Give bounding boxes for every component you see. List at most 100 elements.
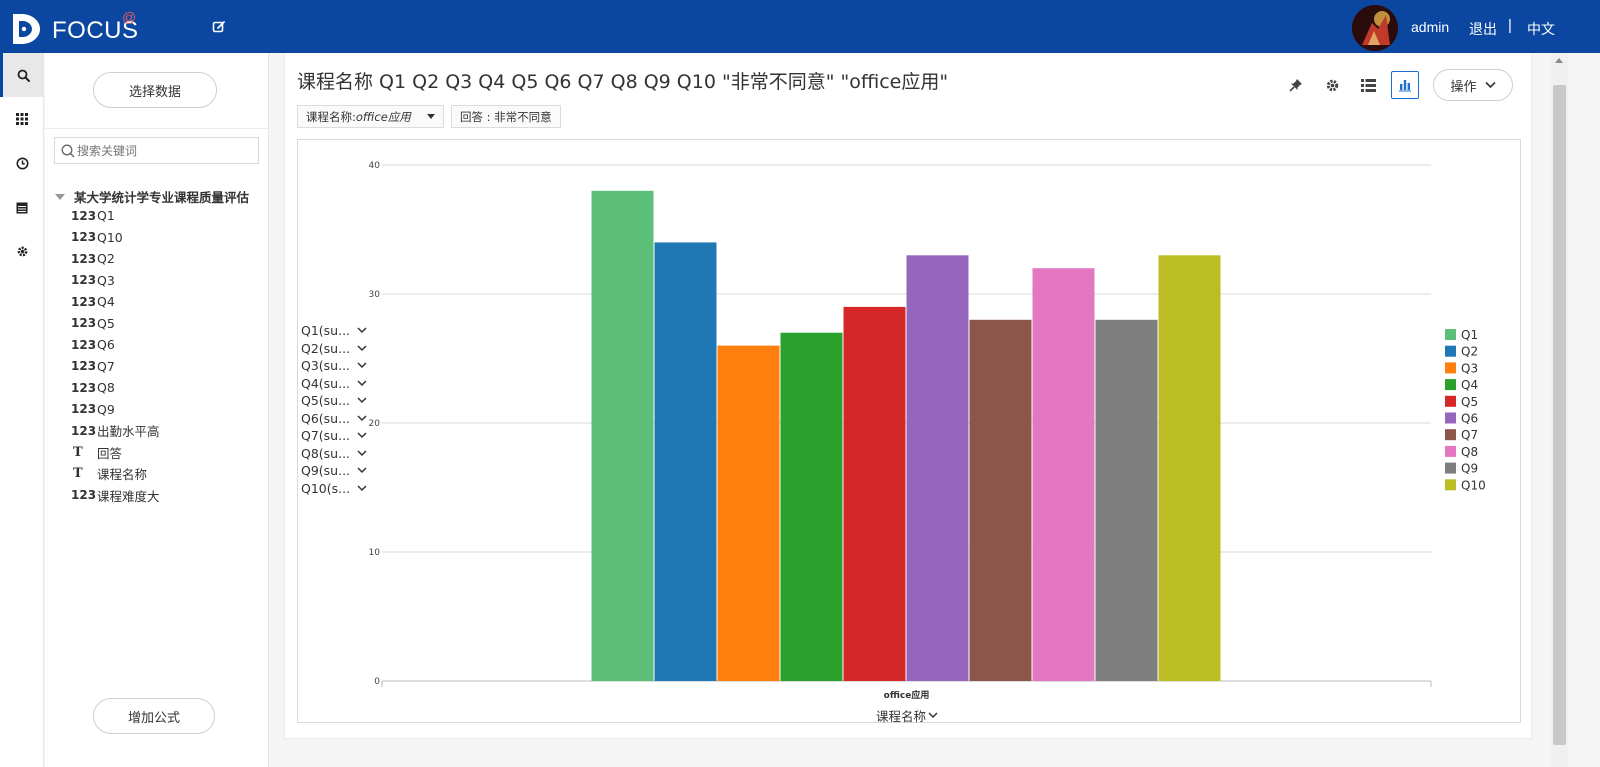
measure-item[interactable]: Q9(su... [301,462,373,480]
bar-q6[interactable] [906,255,969,682]
bar-q9[interactable] [1095,319,1158,681]
legend-label: Q8 [1461,445,1478,459]
field-item[interactable]: 123 Q2 [71,248,261,270]
operations-dropdown[interactable]: 操作 [1433,69,1513,101]
measure-item[interactable]: Q2(su... [301,340,373,358]
bar-q5[interactable] [843,306,906,681]
measure-item[interactable]: Q5(su... [301,392,373,410]
measure-list: Q1(su... Q2(su... Q3(su... Q4(su... Q5(s… [301,322,373,497]
measure-item[interactable]: Q1(su... [301,322,373,340]
bar-q2[interactable] [654,242,717,681]
scroll-up-arrow-icon[interactable] [1555,58,1563,63]
caret-down-icon[interactable] [426,114,435,119]
field-item[interactable]: 123 Q6 [71,334,261,356]
focus-logo[interactable]: FOCUS @ [10,8,150,48]
legend-label: Q10 [1461,478,1486,492]
field-name: Q1 [97,208,115,224]
field-item[interactable]: 123 Q7 [71,356,261,378]
field-type: 123 [71,251,97,266]
field-item[interactable]: T 回答 [71,442,261,464]
rail-calendar[interactable] [0,185,44,229]
chevron-down-icon[interactable] [357,345,367,352]
pin-button[interactable] [1286,75,1306,95]
field-name: Q10 [97,229,123,245]
chevron-down-icon[interactable] [357,450,367,457]
legend-label: Q4 [1461,378,1478,392]
field-item[interactable]: T 课程名称 [71,463,261,485]
field-item[interactable]: 123 Q8 [71,377,261,399]
rail-history[interactable] [0,141,44,185]
measure-label: Q10(s... [301,480,351,496]
chevron-down-icon[interactable] [357,380,367,387]
bar-q3[interactable] [717,345,780,681]
bar-q4[interactable] [780,332,843,681]
measure-item[interactable]: Q3(su... [301,357,373,375]
rail-search[interactable] [0,53,44,97]
table-view-button[interactable] [1358,75,1378,95]
search-input[interactable] [77,142,255,160]
field-item[interactable]: 123 Q3 [71,270,261,292]
main-content: 课程名称 Q1 Q2 Q3 Q4 Q5 Q6 Q7 Q8 Q9 Q10 "非常不… [284,53,1532,739]
avatar[interactable] [1352,5,1398,51]
field-type: 123 [71,273,97,288]
caret-down-icon[interactable] [55,193,65,200]
x-tick-label: office应用 [884,689,930,701]
x-axis-title[interactable]: 课程名称 [876,706,938,725]
chevron-down-icon[interactable] [357,397,367,404]
field-type: 123 [71,208,97,223]
search-box[interactable] [54,137,259,164]
logout-link[interactable]: 退出 [1469,21,1497,37]
measure-item[interactable]: Q4(su... [301,375,373,393]
course-filter[interactable]: 课程名称: office应用 [297,105,444,128]
answer-filter[interactable]: 回答 : 非常不同意 [451,105,561,128]
chevron-down-icon[interactable] [357,467,367,474]
chevron-down-icon[interactable] [357,485,367,492]
language-link[interactable]: 中文 [1527,21,1555,37]
field-name: 课程难度大 [97,488,160,504]
measure-label: Q7(su... [301,428,351,444]
dataset-node[interactable]: 某大学统计学专业课程质量评估 [55,187,249,206]
measure-item[interactable]: Q8(su... [301,445,373,463]
chevron-down-icon[interactable] [357,432,367,439]
chevron-down-icon[interactable] [357,415,367,422]
legend-swatch [1445,362,1456,374]
bar-q1[interactable] [591,190,654,682]
legend-label: Q7 [1461,428,1478,442]
bar-q10[interactable] [1158,255,1221,682]
text-type-icon: T [73,466,83,482]
measure-label: Q1(su... [301,323,351,339]
bar-chart-icon [1399,80,1411,92]
field-item[interactable]: 123 Q4 [71,291,261,313]
settings-button[interactable] [1322,75,1342,95]
clock-icon [16,157,28,169]
field-name: Q9 [97,401,115,417]
page-title: 课程名称 Q1 Q2 Q3 Q4 Q5 Q6 Q7 Q8 Q9 Q10 "非常不… [297,71,949,93]
field-item[interactable]: 123 课程难度大 [71,485,261,507]
measure-item[interactable]: Q6(su... [301,410,373,428]
search-icon [17,69,30,82]
chevron-down-icon[interactable] [357,327,367,334]
field-item[interactable]: 123 Q5 [71,313,261,335]
pin-icon [1289,79,1302,92]
select-data-button[interactable]: 选择数据 [93,72,217,108]
user-name[interactable]: admin [1411,19,1450,35]
edit-icon[interactable] [212,20,226,34]
field-item[interactable]: 123 Q1 [71,205,261,227]
measure-item[interactable]: Q10(s... [301,480,373,498]
field-item[interactable]: 123 Q10 [71,227,261,249]
bar-q7[interactable] [969,319,1032,681]
rail-settings[interactable] [0,229,44,273]
text-type-icon: T [73,444,83,460]
scrollbar-thumb[interactable] [1553,85,1566,745]
add-formula-button[interactable]: 增加公式 [93,698,215,734]
rail-grid[interactable] [0,97,44,141]
gear-icon [1326,79,1338,91]
chevron-down-icon[interactable] [357,362,367,369]
chevron-down-icon[interactable] [928,712,938,719]
measure-item[interactable]: Q7(su... [301,427,373,445]
chart-view-button[interactable] [1391,71,1419,99]
field-item[interactable]: 123 Q9 [71,399,261,421]
bar-q8[interactable] [1032,268,1095,681]
field-item[interactable]: 123 出勤水平高 [71,420,261,442]
filter-value: office应用 [355,109,411,124]
